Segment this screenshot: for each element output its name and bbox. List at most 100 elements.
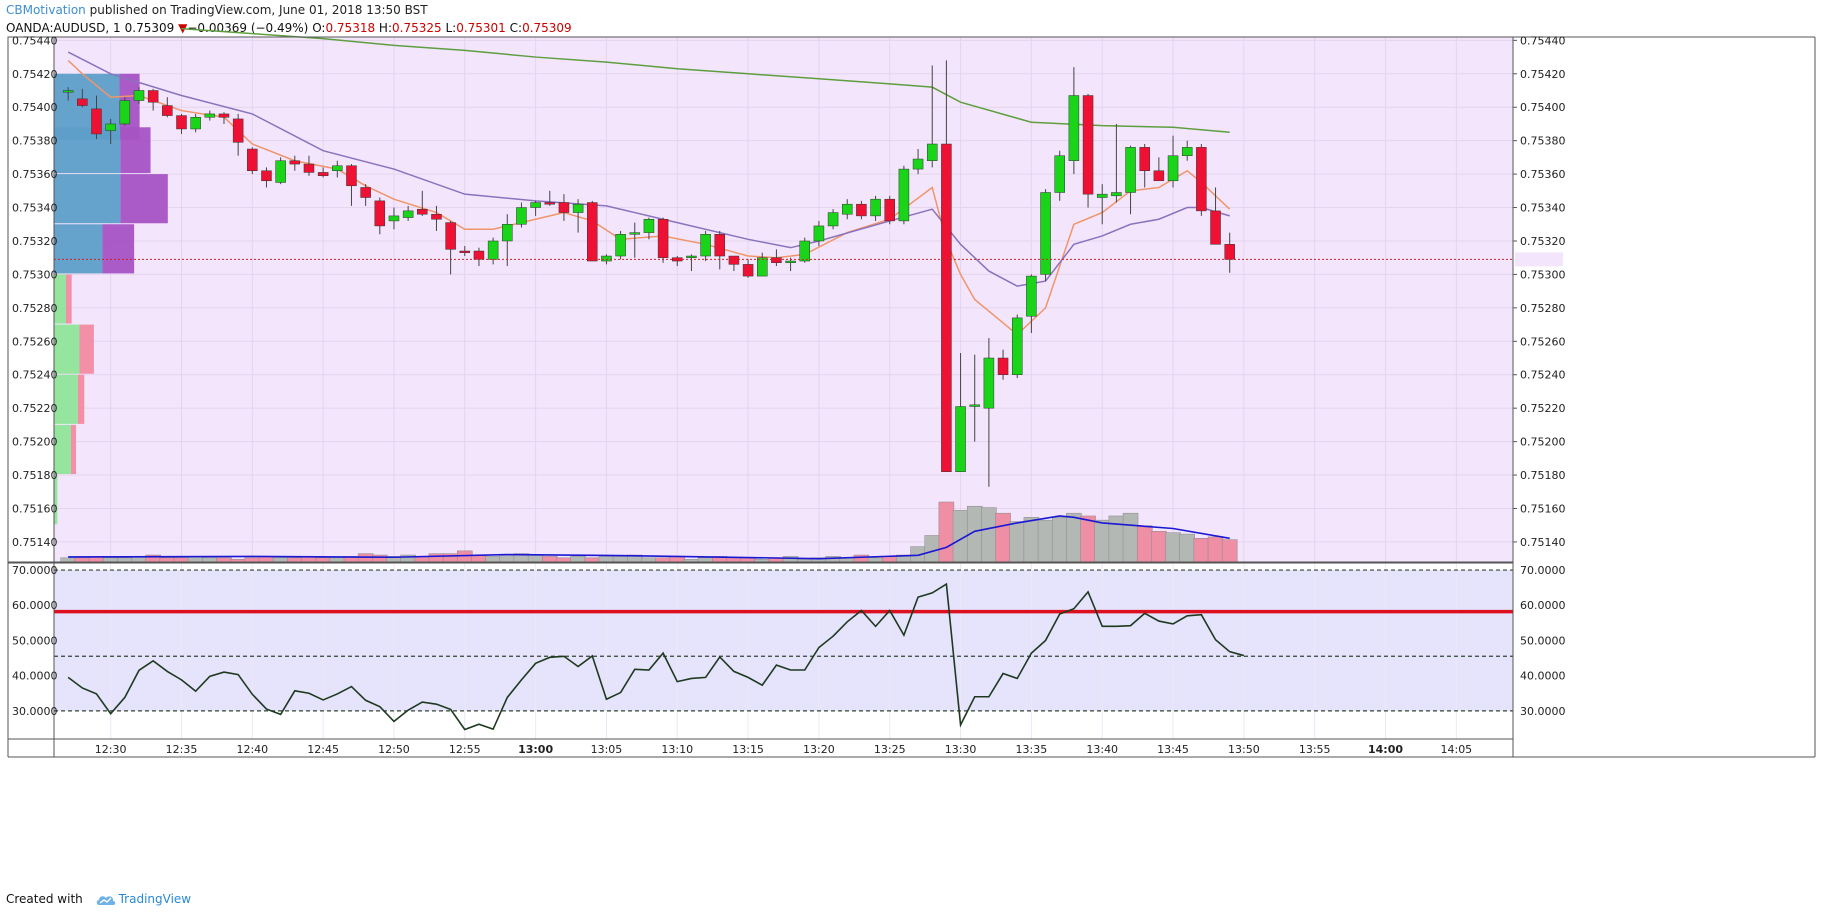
candle-body [856,203,867,217]
candle-body [686,255,697,258]
candle [1210,187,1221,245]
candle [247,147,258,175]
price-tick-label-left: 0.75320 [12,235,58,248]
oscillator-line [67,582,1245,731]
time-tick-label: 14:00 [1368,743,1403,756]
candle [757,252,768,277]
candle [91,95,102,139]
time-tick-label: 14:05 [1440,743,1472,756]
price-tick-label-left: 0.75420 [12,68,58,81]
volume-bar [60,557,76,563]
price-tick-label-right: 0.75380 [1520,135,1566,148]
volume-profile-bar [120,174,168,224]
candle-body [813,225,825,242]
candle-body [1026,275,1037,317]
candle-body [1068,95,1080,161]
candle [912,149,924,175]
price-tick-label-left: 0.75380 [12,135,58,148]
price-tick-label-right: 0.75180 [1520,469,1566,482]
candle [332,160,343,178]
candle [884,195,895,225]
price-tick-label-left: 0.75240 [12,369,58,382]
volume-bar [527,554,544,563]
volume-bar [244,557,261,563]
volume-bar [995,512,1011,563]
candle [275,157,286,185]
candle [204,110,216,121]
candle-body [785,260,796,263]
volume-bar [1165,532,1181,563]
candle-body [544,202,556,205]
volume-bar [853,554,870,563]
candle-body [502,224,513,242]
candle [1139,144,1150,188]
volume-bar [1151,531,1167,563]
candle-body [1082,95,1094,195]
volume-bar [1221,539,1238,563]
candle [147,88,159,111]
candle-body [572,203,584,213]
candle-body [190,117,201,130]
volume-bar [117,557,133,563]
candle-body [799,240,810,262]
oscillator-tick-label-right: 70.0000 [1520,564,1566,577]
symbol-name[interactable]: OANDA:AUDUSD, 1 [6,21,121,35]
candle [360,184,371,206]
tradingview-link[interactable]: TradingView [118,892,192,906]
candle-body [133,90,145,101]
high-label: H: [378,21,392,35]
oscillator-tick-label-right: 50.0000 [1520,634,1566,647]
time-tick-label: 13:40 [1086,743,1118,756]
candle-body [105,123,116,131]
publish-header: CBMotivation published on TradingView.co… [6,3,428,18]
candle [445,220,456,275]
candle-body [147,90,159,103]
candle [487,237,499,265]
close-value: 0.75309 [522,21,572,35]
oscillator-band [54,570,1513,711]
candle [374,197,386,235]
author-link[interactable]: CBMotivation [6,3,86,17]
candle [544,190,556,206]
volume-bar [485,556,501,563]
price-tick-label-left: 0.75180 [12,469,58,482]
volume-profile-bar [54,127,121,174]
candle [133,87,145,104]
candle [218,112,230,124]
cloud-chart-icon[interactable] [95,893,117,907]
candle-body [289,160,301,165]
price-tick-label-right: 0.75220 [1520,402,1566,415]
time-tick-label: 13:30 [945,743,977,756]
candle-body [417,208,428,215]
candle-body [119,100,131,125]
candle-body [1054,155,1065,193]
candle [983,337,995,487]
price-tick-label-left: 0.75300 [12,268,58,281]
open-label: O: [312,21,326,35]
volume-profile-bar [54,374,78,424]
candle [261,167,272,188]
candle [105,118,116,145]
candle-body [558,202,570,213]
candle-body [870,198,881,217]
moving-average-line [181,27,1230,134]
price-tick-label-left: 0.75280 [12,302,58,315]
moving-average-line [67,51,1230,287]
price-pane-background [54,37,1513,562]
volume-profile-bar [54,475,58,525]
candle-body [374,200,386,227]
price-tick-label-left: 0.75440 [12,34,58,47]
candle-body [317,172,329,177]
price-tick-label-left: 0.75160 [12,502,58,515]
candle-body [1011,317,1023,375]
created-with-label: Created with [6,892,83,906]
candle-body [275,160,286,183]
time-tick-label: 13:25 [874,743,906,756]
volume-bar [1193,538,1210,563]
publish-info: published on TradingView.com, June 01, 2… [85,3,428,17]
grid-lines [54,37,1513,739]
candle-body [388,215,400,222]
candle-body [1125,147,1136,193]
candle-body [827,212,839,227]
